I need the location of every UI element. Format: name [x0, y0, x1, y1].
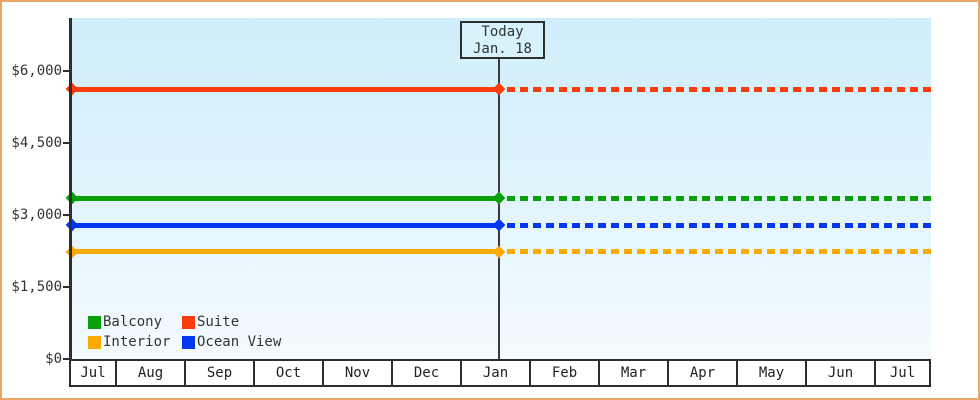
marker-diamond	[65, 245, 79, 259]
legend-label: Balcony	[103, 314, 163, 330]
price-line-interior	[65, 245, 931, 259]
legend-swatch	[88, 315, 101, 329]
y-tick-label: $6,000	[11, 63, 62, 79]
legend-item-balcony: Balcony	[88, 312, 182, 332]
legend-label: Interior	[103, 334, 171, 350]
marker-diamond	[492, 82, 506, 96]
y-tick-label: $3,000	[11, 207, 62, 223]
y-tick-label: $4,500	[11, 135, 62, 151]
y-tick-mark	[63, 142, 70, 144]
legend: Balcony Suite Interior Ocean View	[88, 312, 281, 352]
x-tick-label-jan: Jan	[460, 361, 529, 385]
legend-label: Ocean View	[197, 334, 282, 350]
price-line-future-segment	[507, 222, 931, 228]
x-axis: Jul Aug Sep Oct Nov Dec Jan Feb Mar Apr May Jun Jul	[69, 359, 931, 387]
price-line-suite	[65, 82, 931, 96]
x-tick-label-aug: Aug	[115, 361, 184, 385]
legend-item-suite: Suite	[182, 312, 281, 332]
x-tick-label-jul: Jul	[80, 365, 106, 381]
price-line-future-segment	[507, 195, 931, 201]
plot-area: Today Jan. 18 Balcony Suite Interior Ocean …	[65, 18, 931, 359]
legend-swatch	[182, 315, 195, 329]
y-tick-mark	[63, 214, 70, 216]
x-tick-label-oct: Oct	[253, 361, 322, 385]
x-tick-label-sep: Sep	[184, 361, 253, 385]
y-tick-label: $0	[45, 351, 62, 367]
marker-diamond	[65, 191, 79, 205]
marker-diamond	[492, 191, 506, 205]
price-line-past-segment	[72, 195, 499, 201]
marker-diamond	[492, 218, 506, 232]
today-line	[498, 59, 500, 359]
x-tick-label-nov: Nov	[322, 361, 391, 385]
x-tick-label-jun: Jun	[805, 361, 874, 385]
price-line-ocean-view	[65, 218, 931, 232]
today-date: Jan. 18	[472, 41, 532, 57]
price-line-past-segment	[72, 249, 499, 255]
price-line-balcony	[65, 191, 931, 205]
legend-item-interior: Interior	[88, 332, 182, 352]
y-tick-mark	[63, 286, 70, 288]
y-tick-label: $1,500	[11, 279, 62, 295]
y-axis-line	[69, 18, 72, 359]
legend-item-ocean-view: Ocean View	[182, 332, 281, 352]
marker-diamond	[65, 218, 79, 232]
marker-diamond	[492, 245, 506, 259]
today-label: Today	[481, 24, 524, 40]
legend-swatch	[88, 335, 101, 349]
price-line-past-segment	[72, 86, 499, 92]
x-tick-label-may: May	[736, 361, 805, 385]
marker-diamond	[65, 82, 79, 96]
legend-label: Suite	[197, 314, 240, 330]
legend-swatch	[182, 335, 195, 349]
price-line-future-segment	[507, 86, 931, 92]
x-tick-label-mar: Mar	[598, 361, 667, 385]
x-tick-label-apr: Apr	[667, 361, 736, 385]
y-tick-mark	[63, 358, 70, 360]
price-line-future-segment	[507, 249, 931, 255]
price-line-past-segment	[72, 222, 499, 228]
x-tick-label-jul-2: Jul	[874, 361, 929, 385]
y-tick-mark	[63, 70, 70, 72]
x-tick-label-dec: Dec	[391, 361, 460, 385]
today-marker: Today Jan. 18	[460, 21, 545, 59]
x-tick-label-feb: Feb	[529, 361, 598, 385]
